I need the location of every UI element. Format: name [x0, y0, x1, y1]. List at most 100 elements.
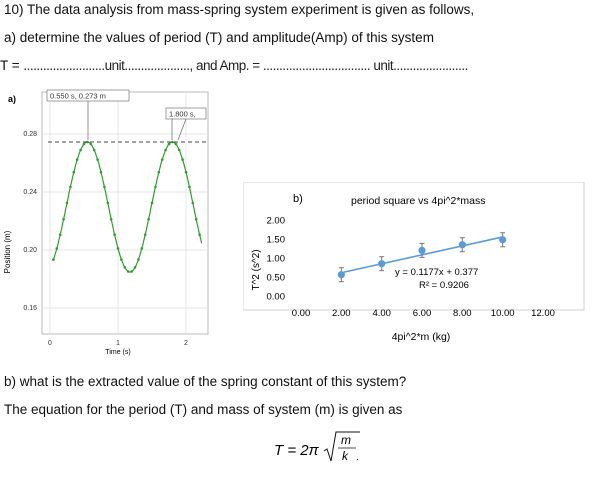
period-formula: T = 2π m k . — [274, 431, 360, 463]
position-point — [184, 170, 188, 174]
sqrt-sign — [323, 431, 360, 462]
position-point — [188, 185, 191, 189]
ytick-label: 2.00 — [267, 216, 286, 227]
chart-b-xlabel: 4pi^2*m (kg) — [392, 331, 451, 343]
chart-b-xtick-labels: 0.00 2.00 4.00 6.00 8.00 10.00 12.00 — [292, 308, 555, 319]
question-part-a: a) determine the values of period (T) an… — [4, 30, 434, 45]
chart-a-plot-area — [41, 91, 209, 335]
position-point — [154, 185, 157, 189]
chart-b-points — [337, 232, 507, 283]
ytick-label: 0.28 — [23, 131, 37, 138]
position-point — [140, 247, 144, 250]
chart-a-ylabel: Position (m) — [3, 230, 12, 273]
position-point — [198, 233, 201, 236]
position-point — [157, 170, 161, 174]
position-point — [99, 170, 103, 174]
chart-b-ytick-labels: 0.00 0.50 1.00 1.50 2.00 — [267, 216, 286, 303]
position-point — [92, 148, 96, 152]
position-point — [58, 233, 62, 236]
chart-a-xtick-labels: 0 1 2 — [48, 340, 188, 347]
position-point — [62, 217, 65, 221]
data-point — [418, 246, 426, 254]
position-point — [177, 148, 181, 152]
xtick-label: 4.00 — [372, 308, 391, 319]
position-point — [126, 270, 130, 273]
position-point — [181, 158, 184, 161]
question-title: 10) The data analysis from mass-spring s… — [4, 2, 475, 17]
position-point — [167, 142, 171, 146]
position-point — [116, 247, 120, 250]
formula-denominator: k — [342, 449, 349, 463]
chart-b-ylabel: T^2 (s^2) — [251, 249, 262, 290]
position-point — [69, 185, 72, 189]
annotation-leader — [177, 118, 187, 141]
chart-b-panel-label: b) — [293, 193, 303, 205]
xtick-label: 6.00 — [413, 308, 432, 319]
position-point — [160, 158, 164, 161]
ytick-label: 1.00 — [267, 254, 286, 265]
position-point — [79, 148, 82, 152]
position-point — [52, 258, 55, 261]
xtick-label: 1 — [116, 340, 120, 347]
xtick-label: 0.00 — [292, 308, 311, 319]
position-point — [109, 217, 113, 221]
position-point — [55, 247, 59, 250]
position-point — [96, 158, 99, 161]
xtick-label: 8.00 — [453, 308, 472, 319]
formula-lhs: T = 2π — [274, 442, 320, 459]
annotation-peak-1: 0.550 s, 0.273 m — [50, 92, 106, 101]
data-point — [499, 236, 507, 244]
ytick-label: 0.00 — [267, 292, 286, 303]
position-point — [75, 158, 79, 161]
position-point — [133, 266, 137, 269]
period-label: T = — [0, 58, 24, 73]
annotation-peak-2: 1.800 s, — [169, 110, 196, 119]
position-point — [147, 217, 150, 221]
ytick-label: 1.50 — [267, 235, 286, 246]
data-point — [337, 271, 345, 279]
answer-blanks: .........................unit...........… — [23, 58, 468, 73]
ytick-label: 0.16 — [23, 305, 37, 312]
xtick-label: 12.00 — [531, 308, 555, 319]
xtick-label: 2 — [184, 340, 188, 347]
chart-a-xlabel: Time (s) — [105, 349, 130, 356]
data-point — [378, 260, 386, 268]
xtick-label: 2.00 — [332, 308, 351, 319]
position-point — [194, 217, 198, 221]
fit-equation: y = 0.1177x + 0.377 — [395, 267, 478, 278]
position-point — [150, 201, 154, 205]
position-time-chart: a) Position (m) 0.28 0.24 0.20 0.16 0 1 … — [3, 89, 209, 356]
xtick-label: 10.00 — [491, 308, 515, 319]
position-point — [113, 233, 116, 236]
answer-blank-line: T = .........................unit.......… — [0, 58, 468, 73]
position-point — [164, 148, 167, 152]
position-point — [72, 170, 76, 174]
xtick-label: 0 — [48, 340, 52, 347]
chart-a-panel-label: a) — [8, 94, 16, 104]
formula-period: . — [356, 452, 359, 463]
period-square-chart: b) period square vs 4pi^2*mass T^2 (s^2)… — [243, 182, 585, 343]
ytick-label: 0.24 — [23, 189, 37, 196]
question-part-b: b) what is the extracted value of the sp… — [4, 374, 407, 389]
ytick-label: 0.20 — [23, 247, 37, 254]
chart-a-ytick-labels: 0.28 0.24 0.20 0.16 — [23, 131, 37, 312]
equation-intro: The equation for the period (T) and mass… — [4, 402, 403, 417]
chart-b-frame — [243, 182, 585, 311]
formula-numerator: m — [341, 433, 351, 447]
position-point — [171, 140, 174, 144]
data-point — [458, 241, 466, 249]
ytick-label: 0.50 — [267, 273, 286, 284]
position-point — [82, 142, 86, 146]
fit-r-squared: R² = 0.9206 — [419, 280, 469, 291]
position-point — [137, 258, 140, 261]
chart-b-title: period square vs 4pi^2*mass — [351, 195, 486, 207]
position-point — [174, 142, 178, 146]
position-point — [103, 185, 106, 189]
position-point — [106, 201, 110, 205]
position-point — [130, 270, 133, 273]
position-point — [143, 233, 147, 236]
position-point — [191, 201, 195, 205]
position-point — [89, 142, 93, 146]
position-point — [86, 140, 89, 144]
position-point — [65, 201, 69, 205]
